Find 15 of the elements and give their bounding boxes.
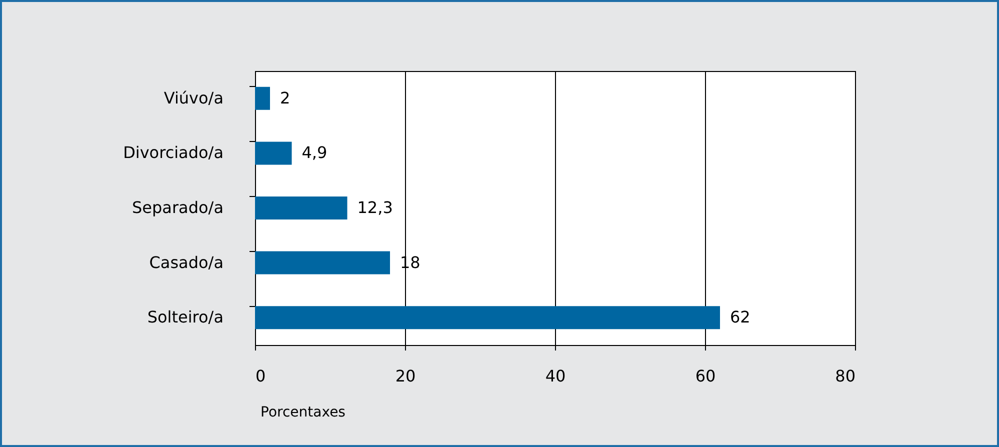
data-label: 62 — [730, 308, 750, 327]
x-tick-label: 80 — [835, 366, 856, 386]
y-tick-label: Casado/a — [149, 252, 224, 272]
x-tick-label: 0 — [256, 366, 266, 386]
data-label: 2 — [280, 88, 290, 108]
data-label: 4,9 — [302, 143, 328, 162]
x-axis-title: Porcentaxes — [260, 404, 346, 420]
x-tick-label: 60 — [695, 366, 716, 386]
y-tick-label: Solteiro/a — [147, 308, 224, 327]
x-tick-label: 40 — [545, 366, 566, 386]
y-tick-label: Divorciado/a — [123, 143, 224, 162]
y-tick-label: Viúvo/a — [164, 88, 224, 108]
y-tick-label: Separado/a — [132, 198, 224, 217]
x-tick-label: 20 — [395, 366, 416, 386]
data-label: 12,3 — [357, 198, 393, 217]
